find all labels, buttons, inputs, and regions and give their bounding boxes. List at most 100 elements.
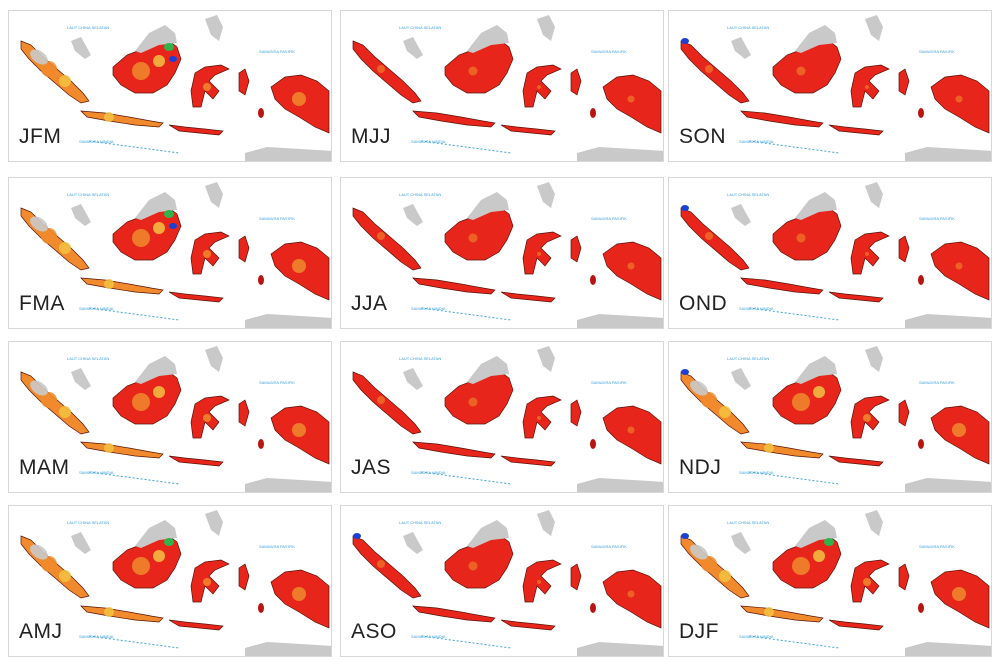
map-panel-djf: LAUT CHINA SELATAN SAMUDRA PASIFIK SAMUDRA…	[668, 505, 992, 657]
region-patch	[627, 95, 635, 103]
island-borneoNorth	[467, 520, 509, 548]
island-maluku	[238, 563, 250, 591]
island-sulawesi	[522, 559, 562, 603]
region-patch	[719, 570, 731, 582]
indonesia-map	[352, 346, 663, 492]
island-malaysia	[71, 532, 91, 554]
region-patch	[59, 75, 71, 87]
blue-patch	[681, 369, 689, 375]
island-sumatra	[352, 371, 422, 435]
indonesia-map	[352, 15, 663, 161]
sea-label-line	[748, 471, 840, 485]
island-maluku	[898, 68, 910, 96]
region-patch	[292, 423, 306, 437]
region-patch	[41, 392, 57, 408]
sea-label: SAMUDRA HINDIA	[79, 634, 114, 639]
sea-label: SAMUDRA PASIFIK	[591, 544, 627, 549]
island-australia	[245, 478, 331, 492]
island-sulawesi	[522, 395, 562, 439]
island-java	[412, 605, 496, 623]
region-patch	[952, 423, 966, 437]
island-borneoNorth	[135, 192, 177, 220]
island-sumatra	[352, 207, 422, 271]
island-dot	[258, 108, 264, 118]
island-maluku	[238, 68, 250, 96]
island-nusa	[168, 455, 224, 467]
season-label: MAM	[19, 456, 70, 479]
island-dot	[590, 275, 596, 285]
sea-label: SAMUDRA PASIFIK	[591, 49, 627, 54]
island-philippines	[865, 15, 883, 41]
island-borneoNorth	[135, 520, 177, 548]
island-java	[740, 605, 824, 623]
season-label: ASO	[351, 620, 397, 643]
sea-label: SAMUDRA PASIFIK	[259, 544, 295, 549]
island-sulawesi	[850, 231, 890, 275]
indonesia-map	[20, 346, 331, 492]
sea-label: SAMUDRA HINDIA	[739, 306, 774, 311]
region-patch	[104, 607, 114, 617]
region-patch	[627, 262, 635, 270]
region-patch	[292, 259, 306, 273]
island-papua	[930, 241, 990, 301]
region-patch	[203, 414, 211, 422]
sea-label-line	[88, 635, 180, 649]
map-panel-mam: LAUT CHINA SELATAN SAMUDRA PASIFIK SAMUDRA…	[8, 341, 332, 493]
island-philippines	[865, 182, 883, 208]
island-malaysia	[731, 37, 751, 59]
no-data-patch	[30, 49, 48, 65]
island-java	[412, 110, 496, 128]
region-patch	[104, 279, 114, 289]
region-patch	[132, 62, 150, 80]
island-maluku	[570, 68, 582, 96]
island-dot	[590, 603, 596, 613]
sea-label-line	[748, 140, 840, 154]
region-patch	[468, 397, 478, 407]
island-java	[80, 441, 164, 459]
sea-label: LAUT CHINA SELATAN	[727, 520, 770, 525]
island-nusa	[500, 291, 556, 303]
island-malaysia	[731, 368, 751, 390]
map-panel-jja: LAUT CHINA SELATAN SAMUDRA PASIFIK SAMUDRA…	[340, 177, 664, 329]
region-patch	[153, 55, 165, 67]
island-dot	[918, 439, 924, 449]
blue-patch	[681, 533, 689, 539]
blue-patch	[681, 205, 689, 211]
island-australia	[577, 478, 663, 492]
green-patch	[824, 538, 834, 546]
region-patch	[41, 61, 57, 77]
island-philippines	[537, 15, 555, 41]
island-maluku	[238, 399, 250, 427]
sea-label-line	[420, 471, 512, 485]
island-nusa	[828, 291, 884, 303]
region-patch	[104, 112, 114, 122]
no-data-patch	[690, 544, 708, 560]
island-dot	[590, 108, 596, 118]
indonesia-map	[20, 182, 331, 328]
island-sumatra	[680, 207, 750, 271]
island-sulawesi	[850, 64, 890, 108]
blue-patch	[169, 223, 177, 229]
region-patch	[537, 85, 541, 89]
region-patch	[863, 414, 871, 422]
island-philippines	[205, 182, 223, 208]
region-patch	[203, 250, 211, 258]
region-patch	[537, 252, 541, 256]
island-nusa	[828, 619, 884, 631]
region-patch	[627, 590, 635, 598]
sea-label: SAMUDRA HINDIA	[411, 634, 446, 639]
region-patch	[468, 66, 478, 76]
sea-label-line	[88, 140, 180, 154]
indonesia-map	[680, 346, 991, 492]
island-borneoNorth	[795, 520, 837, 548]
region-patch	[132, 393, 150, 411]
season-label: NDJ	[679, 456, 722, 479]
sea-label-line	[420, 140, 512, 154]
island-dot	[258, 275, 264, 285]
island-borneoNorth	[135, 356, 177, 384]
region-patch	[792, 557, 810, 575]
island-maluku	[570, 563, 582, 591]
no-data-patch	[30, 544, 48, 560]
island-java	[80, 277, 164, 295]
island-sumatra	[352, 40, 422, 104]
